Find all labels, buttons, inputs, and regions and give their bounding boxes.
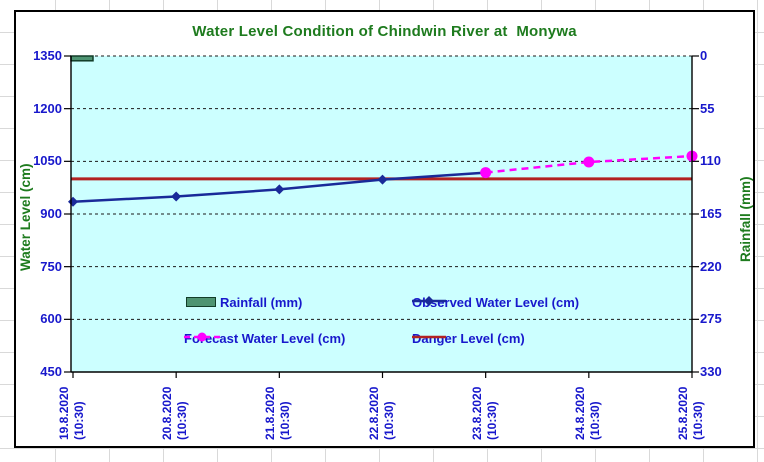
right-axis-tick-label: 0 [700,48,708,63]
left-axis-tick-label: 750 [40,258,62,274]
x-axis-tick-label: 20.8.2020 (10:30) [160,386,190,440]
plot-canvas [64,55,699,378]
x-axis-tick-label: 25.8.2020 (10:30) [676,386,705,440]
danger-line-swatch-icon [412,335,446,339]
left-axis-tick-label: 1200 [33,100,62,116]
right-axis-tick-label: 110 [700,153,721,169]
legend-item-rainfall: Rainfall (mm) [186,294,303,310]
observed-line-swatch-icon [412,296,446,306]
left-axis-tick-label: 900 [40,206,62,221]
x-axis-tick-label: 22.8.2020 (10:30) [366,386,396,440]
legend-label: Observed Water Level (cm) [412,294,580,310]
right-axis-tick-label: 275 [700,311,722,327]
chart-area[interactable]: Water Level Condition of Chindwin River … [14,10,755,448]
right-axis-tick-label: 330 [700,364,722,379]
x-axis-tick-label: 24.8.2020 (10:30) [572,386,602,440]
left-axis-tick-label: 1350 [33,48,62,63]
chart-inner: Water Level Condition of Chindwin River … [14,10,755,448]
legend-label: Rainfall (mm) [220,294,303,310]
legend-item-danger: Danger Level (cm) [412,331,525,346]
forecast-line-swatch-icon [184,332,220,342]
right-axis-tick-label: 55 [700,100,715,116]
chart-title: Water Level Condition of Chindwin River … [192,23,577,40]
left-axis-tick-label: 1050 [33,153,62,169]
x-axis-tick-label: 19.8.2020 (10:30) [57,386,86,440]
right-axis-title: Rainfall (mm) [738,176,753,262]
legend-label: Forecast Water Level (cm) [184,330,346,346]
left-axis-tick-label: 600 [40,311,62,327]
legend-item-forecast: Forecast Water Level (cm) [184,330,346,346]
left-axis-tick-label: 450 [40,364,62,379]
x-axis-tick-label: 21.8.2020 (10:30) [263,386,293,440]
right-axis-tick-label: 165 [700,206,722,221]
x-axis-tick-label: 23.8.2020 (10:30) [469,386,499,440]
legend-item-observed: Observed Water Level (cm) [412,294,580,310]
left-axis-title: Water Level (cm) [18,163,33,271]
right-axis-tick-label: 220 [700,258,722,274]
rainfall-bar-swatch-icon [186,297,216,307]
